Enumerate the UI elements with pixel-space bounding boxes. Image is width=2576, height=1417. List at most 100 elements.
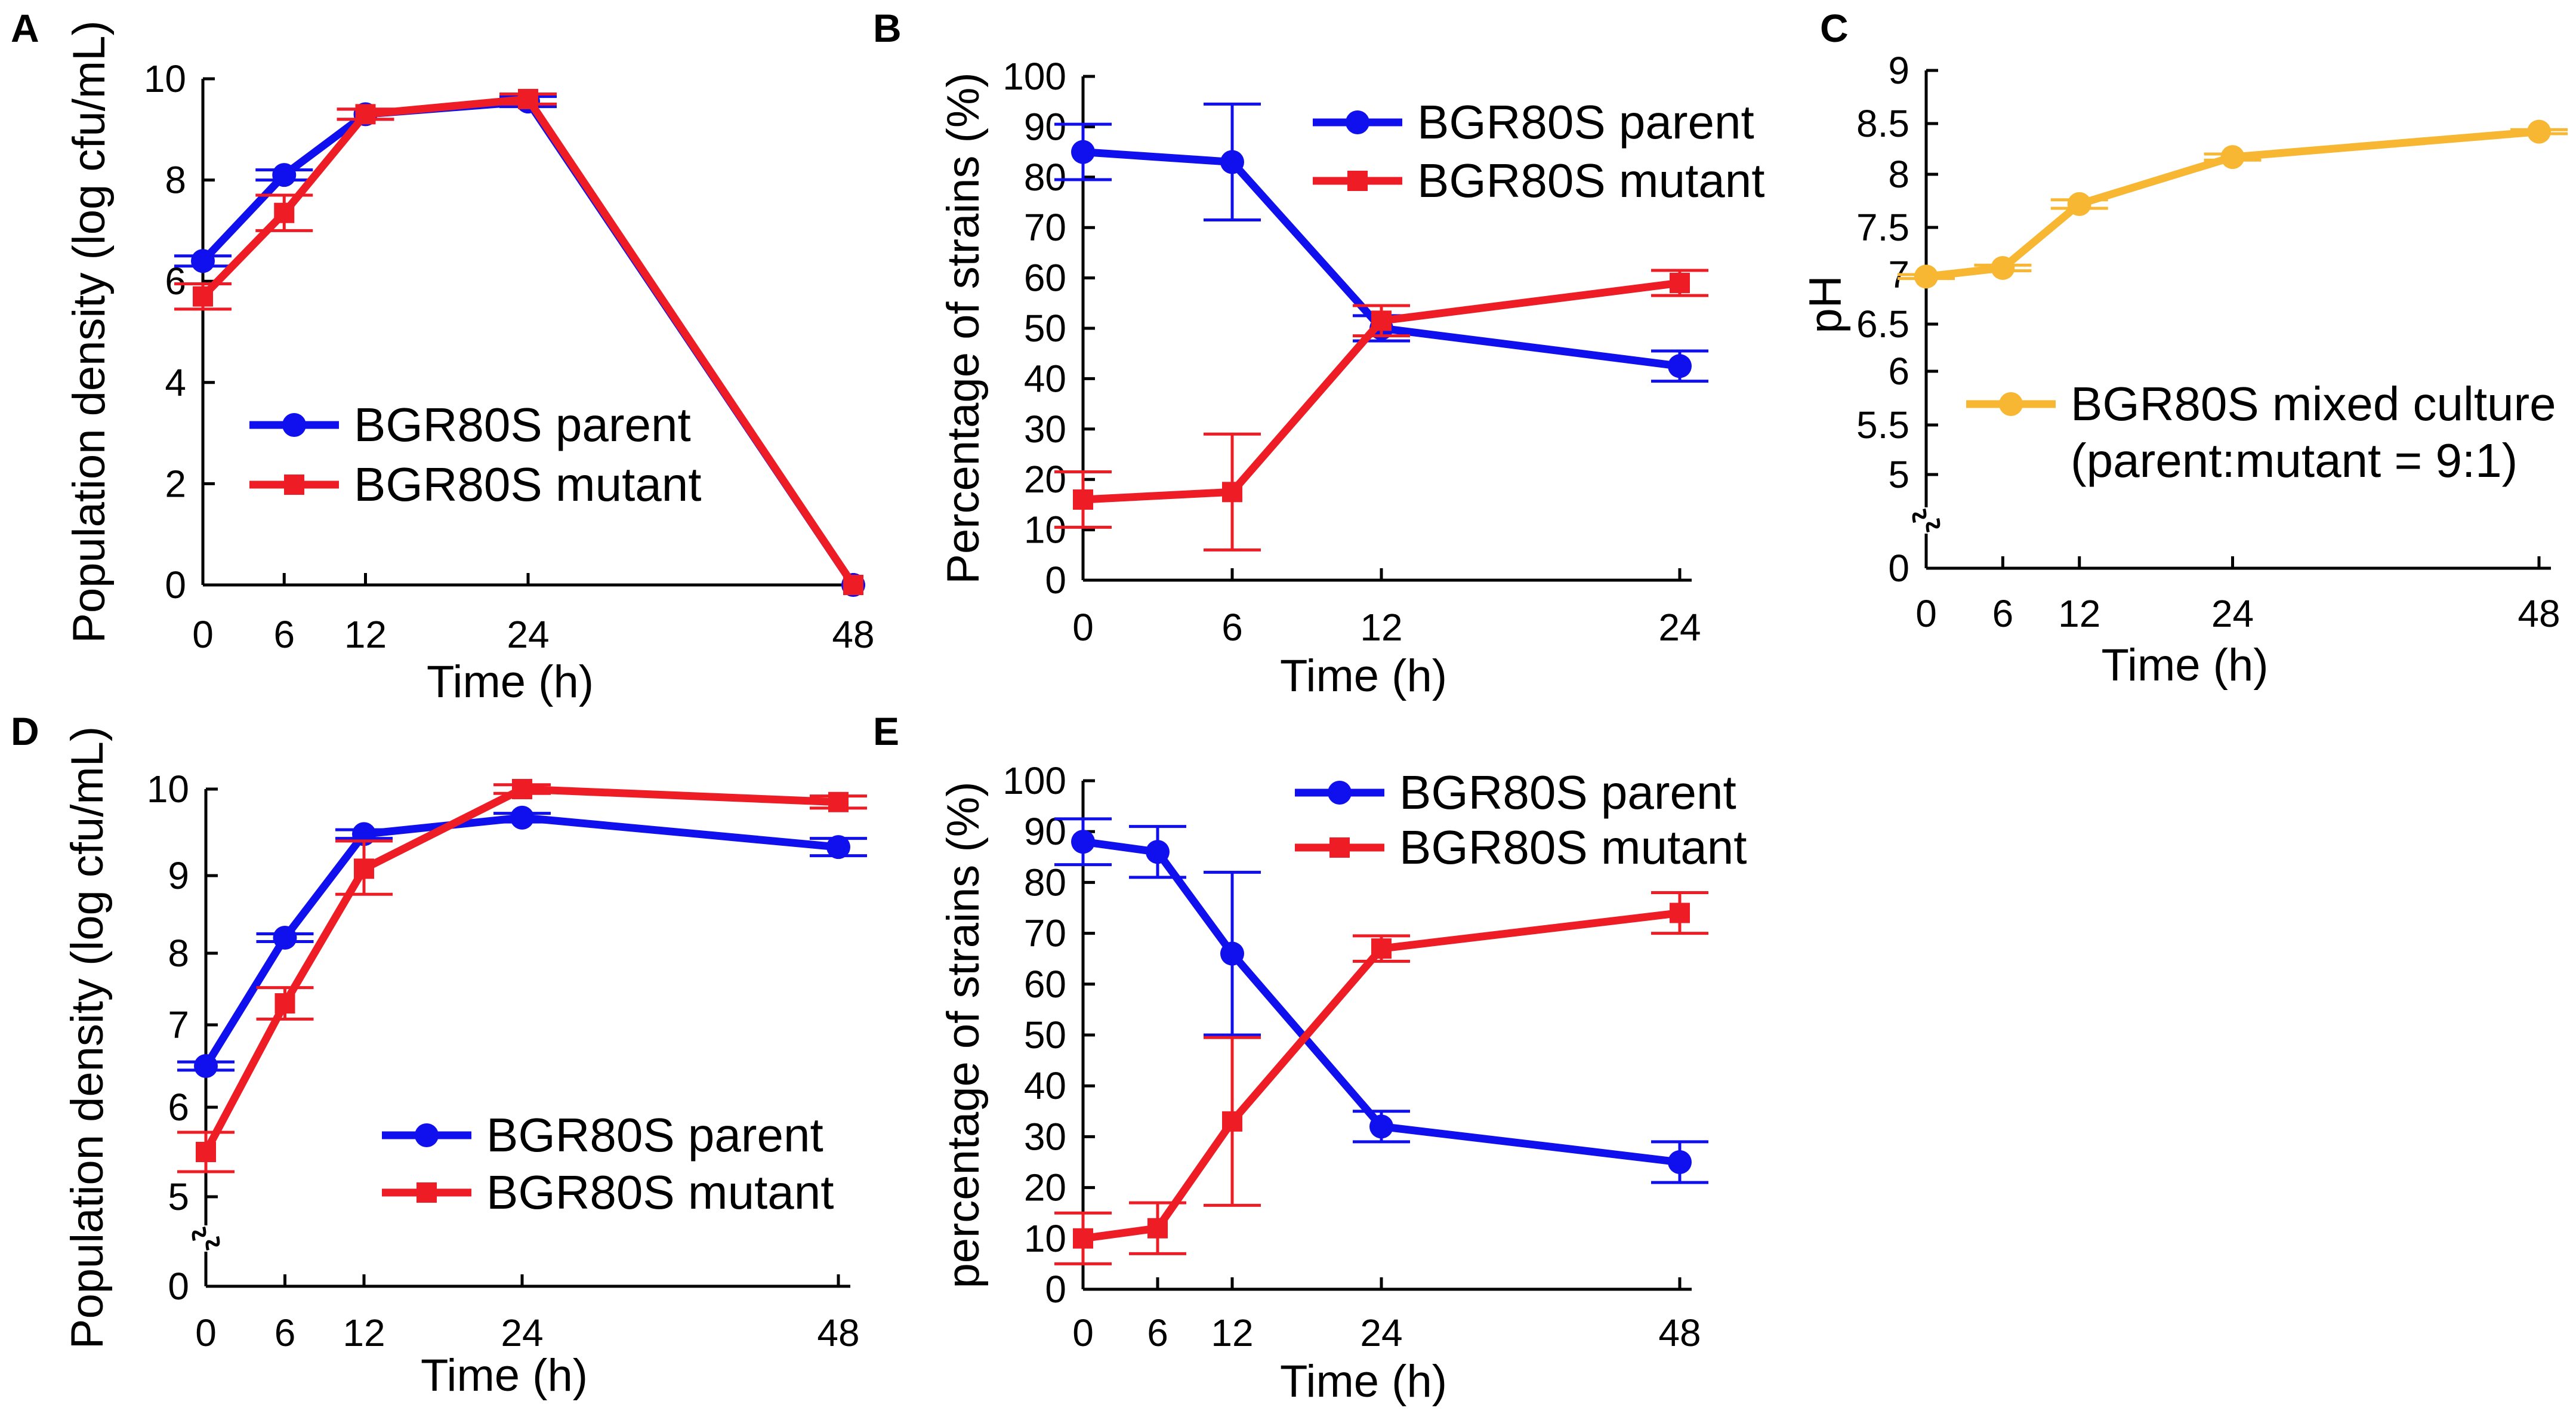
y-tick-label: 8 [168,932,189,975]
y-tick-label: 0 [168,1265,189,1308]
series-bgr80s-parent [1054,817,1708,1184]
data-point [272,163,297,187]
panel-letter: C [1820,6,1849,50]
x-tick-label: 6 [1992,592,2014,635]
x-axis-label: Time (h) [427,657,594,707]
data-point [1073,489,1093,510]
x-axis-label: Time (h) [1280,651,1447,701]
y-tick-label: 80 [1024,156,1066,199]
y-tick-label: 90 [1024,105,1066,148]
data-point [1668,354,1692,378]
legend-label: BGR80S mixed culture [2071,377,2556,430]
x-tick-label: 0 [1072,606,1094,649]
panel-letter: B [873,6,902,50]
x-tick-label: 6 [1147,1311,1168,1354]
y-tick-label: 2 [165,462,186,505]
y-tick-label: 60 [1024,963,1066,1006]
y-tick-label: 40 [1024,1064,1066,1107]
series-line [1082,279,1680,504]
x-tick-label: 24 [501,1311,543,1354]
y-axis-label: Population density (log cfu/mL) [62,726,113,1349]
legend-swatch-marker [417,1182,437,1203]
data-point [1371,310,1392,331]
data-point [191,249,215,273]
legend-label: BGR80S mutant [354,458,702,511]
y-axis-label: pH [1800,275,1851,333]
legend-swatch-marker [415,1123,439,1147]
x-tick-label: 6 [274,1311,296,1354]
y-tick-label: 7.5 [1856,206,1909,249]
data-point [274,202,295,223]
data-point [1222,482,1242,503]
legend-swatch-marker [1347,171,1368,191]
x-tick-label: 12 [2058,592,2100,635]
x-tick-label: 12 [343,1311,385,1354]
legend-swatch-marker [1346,110,1369,134]
series-bgr80s-parent [177,805,867,1078]
x-tick-label: 0 [1072,1311,1094,1354]
legend-swatch-marker [1329,837,1350,858]
x-tick-label: 48 [817,1311,859,1354]
y-tick-label: 9 [1888,49,1909,92]
panel-D: D 0 5 6 7 8 9 10 0 6 12 24 48 Time (h) Population dens… [11,709,867,1401]
x-tick-label: 24 [1658,606,1701,649]
y-tick-label: 20 [1024,458,1066,501]
y-tick-label: 10 [1024,509,1066,552]
series-bgr80s-parent [174,90,865,597]
data-point [1147,1218,1168,1239]
y-tick-label: 8 [165,159,186,202]
series-bgr80s-mutant [1054,891,1708,1265]
x-axis-label: Time (h) [421,1350,588,1401]
y-tick-label: 100 [1002,759,1066,802]
x-tick-label: 24 [507,613,549,656]
x-axis-label: Time (h) [2101,640,2268,691]
y-tick-label: 4 [165,361,186,404]
axis-break-mark [1912,508,1941,533]
x-axis-label: Time (h) [1280,1356,1447,1407]
x-tick-label: 12 [344,613,387,656]
data-point [1369,1114,1393,1139]
y-tick-label: 100 [1002,55,1066,98]
legend-label-line2: (parent:mutant = 9:1) [2071,434,2518,487]
panel-B: B 0 10 20 30 40 50 60 70 80 90 100 0 6 12 24 Time (h) Per… [873,6,1765,701]
y-tick-label: 70 [1024,912,1066,955]
y-tick-label: 10 [1024,1217,1066,1260]
x-tick-label: 48 [1658,1311,1701,1354]
y-tick-label: 50 [1024,1014,1066,1056]
data-point [828,791,849,812]
legend-label: BGR80S parent [486,1108,823,1162]
data-point [1220,150,1244,174]
data-point [273,926,297,950]
y-tick-label: 30 [1024,1115,1066,1158]
data-point [518,88,538,109]
data-point [2527,119,2551,144]
legend-swatch-marker [1328,781,1352,805]
series-bgr80s-mutant [174,88,863,595]
legend-swatch-marker [284,475,304,495]
data-point [193,286,213,307]
series-bgr80s-mutant [1054,269,1708,552]
y-tick-label: 5 [168,1175,189,1218]
data-point [1146,840,1170,864]
legend-label: BGR80S mutant [1417,154,1765,207]
data-point [510,805,534,830]
y-axis-label: percentage of strains (%) [938,781,989,1288]
y-axis-label: Percentage of strains (%) [938,72,989,584]
data-point [2067,192,2091,216]
series-line [200,97,857,587]
y-axis-label: Population density (log cfu/mL) [64,20,115,643]
y-tick-label: 40 [1024,357,1066,400]
x-tick-label: 12 [1360,606,1402,649]
data-point [194,1054,218,1078]
x-tick-label: 6 [1221,606,1243,649]
x-tick-label: 24 [2211,592,2254,635]
series-bgr80s-mixed-culture [1898,119,2568,289]
y-tick-label: 8 [1888,153,1909,196]
y-tick-label: 90 [1024,810,1066,853]
data-point [1071,140,1095,164]
data-point [1670,273,1690,294]
legend-label: BGR80S parent [1399,766,1736,819]
y-tick-label: 8.5 [1856,102,1909,145]
y-tick-label: 30 [1024,408,1066,451]
